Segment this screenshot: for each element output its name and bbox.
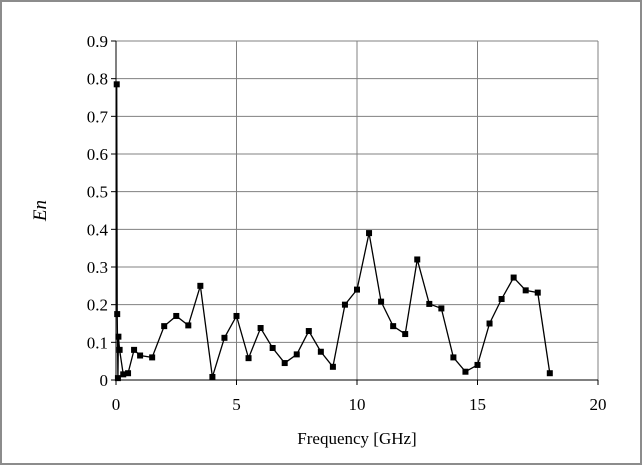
data-point [114, 375, 121, 382]
x-tick-label: 10 [349, 395, 366, 414]
y-tick-label: 0.9 [87, 32, 108, 51]
data-point [131, 346, 138, 353]
data-point [245, 355, 252, 362]
data-point [120, 371, 127, 378]
data-point [341, 301, 348, 308]
data-point [546, 370, 553, 377]
axes [111, 40, 599, 385]
data-point [281, 360, 288, 367]
data-point [209, 373, 216, 380]
data-point [113, 81, 120, 88]
tick-labels: 0 0.1 0.2 0.3 0.4 0.5 0.6 0.7 0.8 0.9 0 5 10 15 20 [87, 32, 607, 414]
data-point [115, 333, 122, 340]
data-point [414, 256, 421, 263]
data-point [474, 361, 481, 368]
data-point [426, 300, 433, 307]
data-point [185, 322, 192, 329]
data-point [114, 311, 121, 318]
y-tick-label: 0.5 [87, 183, 108, 202]
data-point [125, 370, 132, 377]
y-tick-label: 0.1 [87, 333, 108, 352]
data-point [510, 274, 517, 281]
data-point [366, 230, 373, 237]
y-tick-label: 0.3 [87, 258, 108, 277]
data-point [486, 320, 493, 327]
data-point [402, 331, 409, 338]
data-point [462, 368, 469, 375]
data-point [329, 363, 336, 370]
x-axis-label: Frequency [GHz] [297, 429, 416, 448]
x-tick-label: 5 [232, 395, 241, 414]
series [113, 81, 553, 382]
data-point [534, 289, 541, 296]
data-point [522, 287, 529, 294]
data-point [149, 354, 156, 361]
data-point [269, 344, 276, 351]
data-point [161, 323, 168, 330]
data-point [137, 352, 144, 359]
y-tick-label: 0.2 [87, 296, 108, 315]
data-point [378, 298, 385, 305]
data-point [221, 334, 228, 341]
data-point [390, 323, 397, 330]
y-axis-label: En [30, 200, 51, 222]
data-point [317, 348, 324, 355]
y-tick-label: 0.7 [87, 107, 109, 126]
data-point [293, 351, 300, 358]
data-point [257, 325, 264, 332]
data-point [438, 305, 445, 312]
y-tick-label: 0 [100, 371, 109, 390]
series-line [116, 84, 551, 379]
data-point [233, 312, 240, 319]
y-tick-label: 0.6 [87, 145, 108, 164]
data-point [450, 354, 457, 361]
y-tick-label: 0.4 [87, 220, 109, 239]
data-point [173, 312, 180, 319]
x-tick-label: 20 [590, 395, 607, 414]
x-tick-label: 0 [112, 395, 121, 414]
gridlines [116, 40, 599, 380]
data-point [305, 328, 312, 335]
data-point [197, 282, 204, 289]
y-tick-label: 0.8 [87, 70, 108, 89]
x-tick-label: 15 [469, 395, 486, 414]
data-point [354, 286, 360, 293]
data-point [116, 346, 123, 353]
data-point [498, 296, 505, 303]
